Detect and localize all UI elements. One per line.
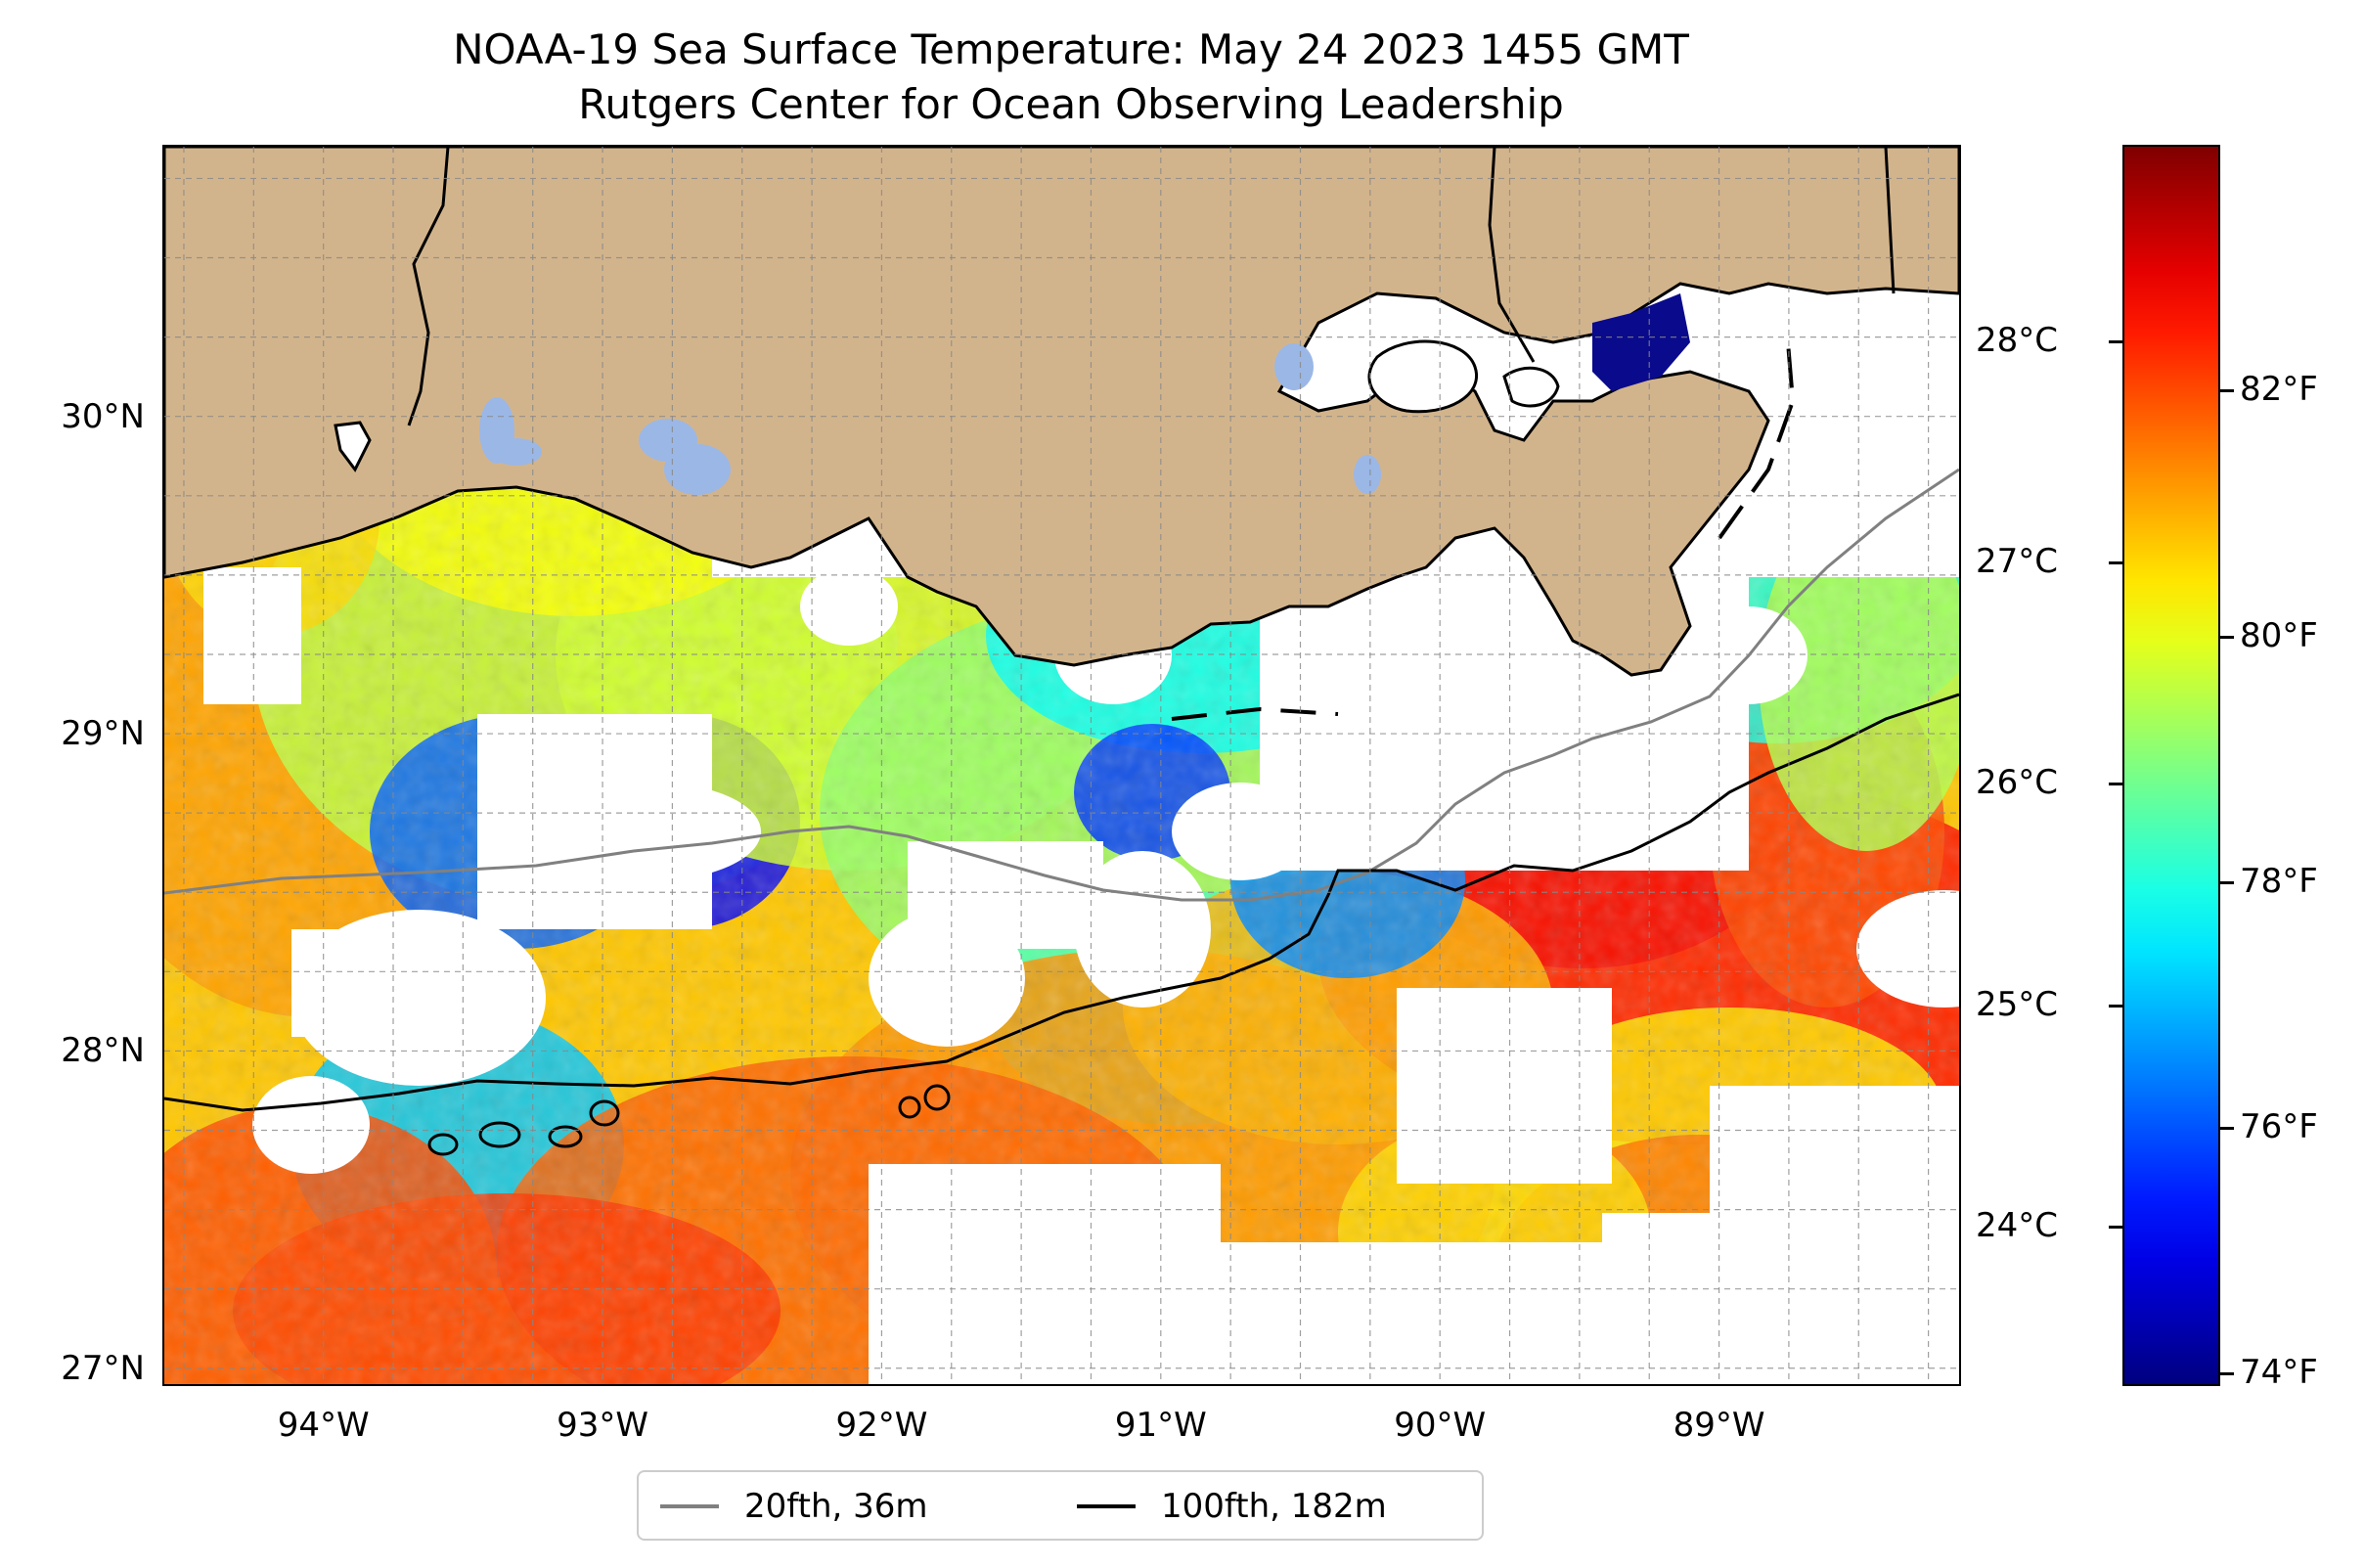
colorbar-tick-c <box>2109 1225 2122 1229</box>
lat-tick-label: 30°N <box>61 396 145 436</box>
legend-label-20fth: 20fth, 36m <box>744 1487 928 1526</box>
lon-tick-label: 93°W <box>557 1406 648 1445</box>
colorbar-label-f: 76°F <box>2240 1107 2318 1147</box>
colorbar-tick-f <box>2220 1372 2234 1376</box>
colorbar-tick-f <box>2220 1127 2234 1131</box>
lon-tick-label: 91°W <box>1114 1406 1207 1445</box>
sst-map[interactable] <box>162 145 1961 1386</box>
colorbar-tick-c <box>2109 1004 2122 1008</box>
lon-tick-label: 89°W <box>1673 1406 1765 1445</box>
lat-tick-label: 28°N <box>61 1031 145 1071</box>
lon-tick-label: 92°W <box>835 1406 928 1445</box>
map-gridlines <box>164 147 1959 1384</box>
colorbar-label-f: 82°F <box>2240 370 2318 410</box>
legend-item-100fth: 100fth, 182m <box>1077 1484 1387 1529</box>
legend-item-20fth: 20fth, 36m <box>660 1484 928 1529</box>
legend-label-100fth: 100fth, 182m <box>1161 1487 1387 1526</box>
chart-title: NOAA-19 Sea Surface Temperature: May 24 … <box>453 25 1689 73</box>
colorbar-tick-c <box>2109 783 2122 786</box>
colorbar-tick-f <box>2220 389 2234 393</box>
chart-subtitle: Rutgers Center for Ocean Observing Leade… <box>578 80 1564 128</box>
lon-tick-label: 90°W <box>1394 1406 1487 1445</box>
legend: 20fth, 36m 100fth, 182m <box>637 1470 1484 1541</box>
colorbar-tick-f <box>2220 880 2234 884</box>
colorbar-tick-c <box>2109 340 2122 344</box>
colorbar-tick-f <box>2220 635 2234 639</box>
colorbar-label-c: 26°C <box>1976 763 2059 803</box>
legend-swatch-20fth <box>660 1504 719 1508</box>
colorbar-tick-c <box>2109 561 2122 565</box>
colorbar-label-c: 27°C <box>1976 542 2059 582</box>
colorbar-label-c: 28°C <box>1976 321 2059 361</box>
legend-swatch-100fth <box>1077 1504 1136 1508</box>
lat-tick-label: 29°N <box>61 714 145 754</box>
colorbar <box>2122 145 2220 1386</box>
lon-tick-label: 94°W <box>277 1406 370 1445</box>
bathymetry-contours <box>164 341 1959 1156</box>
land-mass <box>164 147 1959 677</box>
colorbar-label-c: 25°C <box>1976 984 2059 1024</box>
lat-tick-label: 27°N <box>61 1348 145 1388</box>
colorbar-label-f: 80°F <box>2240 615 2318 655</box>
colorbar-label-c: 24°C <box>1976 1205 2059 1245</box>
colorbar-label-f: 78°F <box>2240 861 2318 901</box>
colorbar-label-f: 74°F <box>2240 1353 2318 1393</box>
